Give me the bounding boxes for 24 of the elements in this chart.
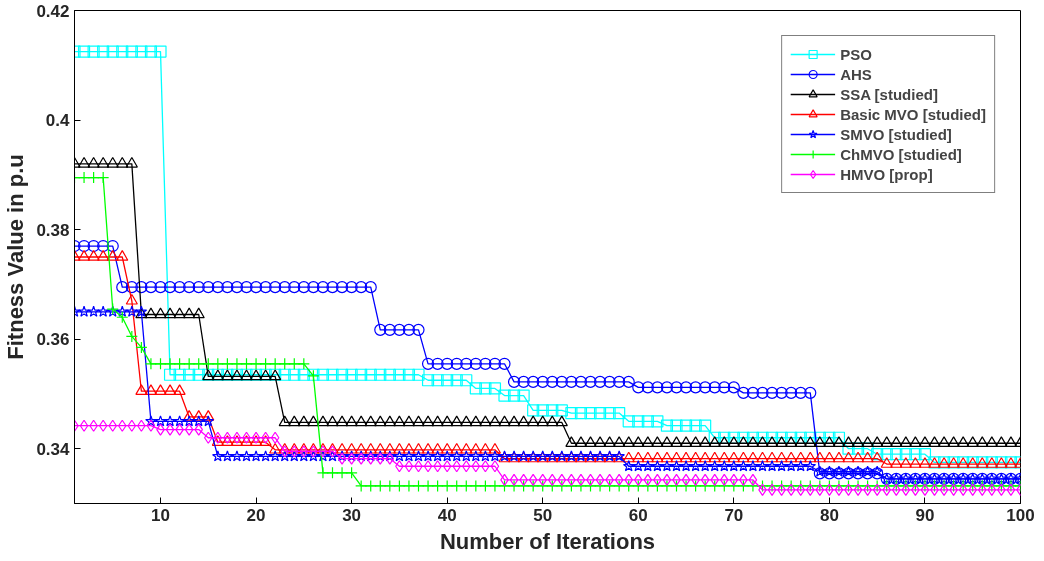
x-tick-label: 60	[628, 505, 648, 525]
x-tick-label: 50	[533, 505, 553, 525]
x-tick-label: 10	[151, 505, 170, 525]
x-axis-title: Number of Iterations	[439, 528, 656, 554]
x-tick-label: 80	[819, 505, 839, 525]
y-tick-label: 0.42	[36, 1, 70, 21]
x-tick-label: 70	[724, 505, 744, 525]
x-tick-label: 100	[1006, 505, 1035, 525]
legend-label: SMVO [studied]	[840, 125, 952, 143]
x-tick-label: 40	[437, 505, 457, 525]
y-tick-label: 0.34	[36, 439, 71, 459]
legend-label: AHS	[840, 65, 872, 83]
y-axis-title: Fitness Value in p.u	[3, 154, 29, 360]
legend-label: ChMVO [studied]	[840, 145, 962, 163]
y-tick-label: 0.38	[36, 220, 70, 240]
legend-label: HMVO [prop]	[840, 165, 933, 183]
y-tick-label: 0.36	[36, 330, 70, 350]
y-tick-label: 0.4	[45, 111, 71, 131]
legend-label: SSA [studied]	[840, 85, 938, 103]
legend-label: Basic MVO [studied]	[840, 105, 986, 123]
legend-label: PSO	[840, 45, 872, 63]
x-tick-label: 30	[342, 505, 362, 525]
x-tick-label: 20	[246, 505, 266, 525]
x-tick-label: 90	[915, 505, 935, 525]
